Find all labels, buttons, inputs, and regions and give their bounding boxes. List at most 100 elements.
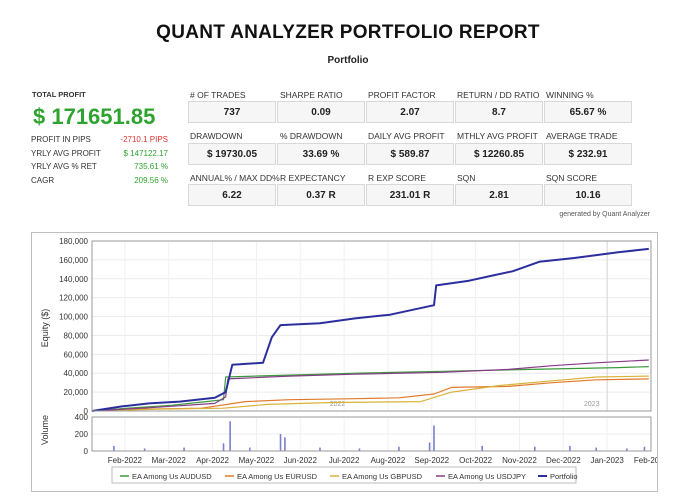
summary-row-yrly-avg-profit: YRLY AVG PROFIT $ 147122.17 [31, 149, 168, 158]
metric-value-annual-maxdd: 6.22 [188, 184, 276, 206]
metric-value-trades: 737 [188, 101, 276, 123]
summary-label: YRLY AVG PROFIT [31, 149, 101, 158]
volume-bar [249, 447, 251, 451]
metric-value-sqn: 2.81 [455, 184, 543, 206]
volume-bar [284, 437, 286, 451]
summary-label: CAGR [31, 176, 55, 185]
total-profit-value: $ 171651.85 [33, 104, 156, 129]
summary-value: 735.61 % [134, 162, 168, 171]
series-line-portfolio [91, 247, 649, 412]
summary-value: -2710.1 PIPS [120, 135, 168, 144]
y-tick-label: 120,000 [59, 294, 88, 303]
summary-value: $ 147122.17 [123, 149, 169, 158]
x-tick-label: Feb-2022 [108, 456, 143, 465]
summary-label: PROFIT IN PIPS [31, 135, 91, 144]
legend-label: Portfolio [550, 472, 578, 481]
volume-bar [222, 443, 225, 451]
metric-label: % DRAWDOWN [280, 131, 343, 141]
y-tick-label: 60,000 [64, 350, 89, 359]
volume-bar [569, 445, 571, 451]
metric-label: SHARPE RATIO [280, 90, 343, 100]
metric-value-drawdown: $ 19730.05 [188, 143, 276, 165]
volume-bar [433, 425, 435, 451]
volume-bar [481, 445, 484, 451]
y-tick-label: 180,000 [59, 237, 88, 246]
volume-bar [358, 448, 361, 451]
report-subtitle: Portfolio [327, 55, 369, 66]
generated-by-note: generated by Quant Analyzer [559, 211, 650, 218]
x-tick-label: Jun-2022 [284, 456, 318, 465]
x-tick-label: Oct-2022 [459, 456, 492, 465]
metric-label: ANNUAL% / MAX DD% [190, 173, 280, 183]
volume-bar [229, 421, 231, 451]
volume-bar [183, 447, 185, 451]
legend-label: EA Among Us USDJPY [448, 472, 526, 481]
metric-label: MTHLY AVG PROFIT [457, 131, 538, 141]
metric-label: R EXP SCORE [368, 173, 426, 183]
metric-value-winning: 65.67 % [544, 101, 632, 123]
summary-value: 209.56 % [134, 176, 168, 185]
metric-label: # OF TRADES [190, 90, 246, 100]
volume-tick-label: 0 [84, 447, 89, 456]
metric-label: R EXPECTANCY [280, 173, 346, 183]
volume-bar [534, 446, 536, 451]
x-tick-label: Nov-2022 [502, 456, 537, 465]
volume-plot-border [91, 416, 652, 452]
total-profit-label: TOTAL PROFIT [32, 90, 86, 99]
y-tick-label: 140,000 [59, 275, 88, 284]
metric-value-sqn-score: 10.16 [544, 184, 632, 206]
year-label: 2022 [330, 401, 346, 408]
legend-box [111, 466, 577, 484]
x-tick-label: Feb-2023 [634, 456, 657, 465]
metric-value-daily-avg: $ 589.87 [366, 143, 454, 165]
metric-label: DAILY AVG PROFIT [368, 131, 445, 141]
legend-label: EA Among Us AUDUSD [132, 472, 212, 481]
metric-label: DRAWDOWN [190, 131, 243, 141]
y-tick-label: 20,000 [64, 388, 89, 397]
metric-value-average-trade: $ 232.91 [544, 143, 632, 165]
volume-bar [595, 447, 597, 451]
summary-row-profit-pips: PROFIT IN PIPS -2710.1 PIPS [31, 135, 168, 144]
summary-row-yrly-avg-ret: YRLY AVG % RET 735.61 % [31, 162, 168, 171]
metric-label: PROFIT FACTOR [368, 90, 436, 100]
year-label: 2023 [584, 401, 600, 408]
series-line-ea-among-us-usdjpy [91, 359, 649, 412]
legend-label: EA Among Us GBPUSD [342, 472, 423, 481]
summary-row-cagr: CAGR 209.56 % [31, 176, 168, 185]
legend-label: EA Among Us EURUSD [237, 472, 318, 481]
x-tick-label: Apr-2022 [196, 456, 229, 465]
metric-label: AVERAGE TRADE [546, 131, 618, 141]
volume-bar [113, 445, 115, 451]
volume-tick-label: 400 [75, 413, 89, 422]
report-title: QUANT ANALYZER PORTFOLIO REPORT [156, 22, 540, 43]
y-tick-label: 160,000 [59, 256, 88, 265]
volume-bar [279, 434, 282, 451]
summary-label: YRLY AVG % RET [31, 162, 97, 171]
metric-value-monthly-avg: $ 12260.85 [455, 143, 543, 165]
metric-value-sharpe: 0.09 [277, 101, 365, 123]
y-tick-label: 0 [84, 407, 89, 416]
x-tick-label: Jan-2023 [590, 456, 624, 465]
y-tick-label: 40,000 [64, 369, 89, 378]
x-tick-label: Aug-2022 [371, 456, 406, 465]
series-line-ea-among-us-audusd [91, 366, 649, 412]
volume-bar [643, 446, 646, 451]
volume-bar [428, 442, 431, 451]
volume-bar [143, 448, 146, 451]
x-tick-label: Mar-2022 [152, 456, 187, 465]
main-plot-border [91, 240, 652, 412]
y-tick-label: 80,000 [64, 331, 89, 340]
x-tick-label: Dec-2022 [546, 456, 581, 465]
x-tick-label: May-2022 [239, 456, 275, 465]
volume-bar [398, 446, 400, 451]
equity-chart-frame: 2022 2023 180,000 160,000 140,000 120,000 100… [31, 232, 669, 492]
volume-bar [319, 447, 321, 451]
metric-value-r-exp-score: 231.01 R [366, 184, 454, 206]
metric-label: WINNING % [546, 90, 594, 100]
metric-value-return-dd: 8.7 [455, 101, 543, 123]
x-tick-label: Sep-2022 [414, 456, 449, 465]
metric-value-profit-factor: 2.07 [366, 101, 454, 123]
volume-bar [626, 448, 628, 451]
y-tick-label: 100,000 [59, 313, 88, 322]
metric-label: SQN SCORE [546, 173, 598, 183]
